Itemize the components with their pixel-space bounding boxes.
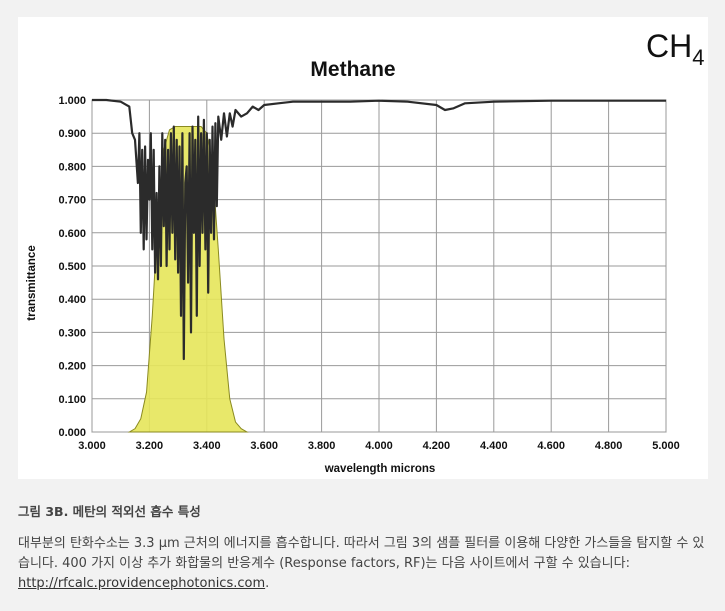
formula-subscript: 4 <box>692 45 704 70</box>
y-tick-label: 0.100 <box>58 394 86 406</box>
x-tick-label: 4.400 <box>480 440 508 452</box>
x-axis-title: wavelength microns <box>324 463 436 475</box>
x-tick-label: 3.400 <box>193 440 221 452</box>
x-tick-label: 4.000 <box>365 440 393 452</box>
x-tick-label: 4.800 <box>595 440 623 452</box>
figure-caption: 그림 3B. 메탄의 적외선 흡수 특성 <box>18 504 201 519</box>
y-tick-label: 0.600 <box>58 228 86 240</box>
y-tick-label: 0.500 <box>58 261 86 273</box>
y-tick-label: 0.800 <box>58 161 86 173</box>
methane-transmittance-line <box>92 98 666 361</box>
y-tick-label: 0.000 <box>58 427 86 439</box>
y-tick-label: 0.900 <box>58 128 86 140</box>
y-tick-label: 0.700 <box>58 195 86 207</box>
rfcalc-link[interactable]: http://rfcalc.providencephotonics.com <box>18 576 266 591</box>
y-tick-label: 1.000 <box>58 95 86 107</box>
y-tick-label: 0.200 <box>58 361 86 373</box>
chemical-formula: CH4 <box>646 28 704 70</box>
body-paragraph: 대부분의 탄화수소는 3.3 μm 근처의 에너지를 흡수합니다. 따라서 그림… <box>18 534 708 594</box>
body-end: . <box>265 576 270 591</box>
x-tick-label: 5.000 <box>652 440 680 452</box>
chart-title: Methane <box>310 58 395 81</box>
x-tick-label: 3.000 <box>78 440 106 452</box>
figure: Methane CH4 3.000 3.200 3.400 3.600 3.800 4.0… <box>18 17 708 479</box>
body-text: 대부분의 탄화수소는 3.3 μm 근처의 에너지를 흡수합니다. 따라서 그림… <box>18 536 705 571</box>
series-group <box>92 98 666 433</box>
formula-main: CH <box>646 28 692 64</box>
transmittance-chart: Methane CH4 3.000 3.200 3.400 3.600 3.800 4.0… <box>26 28 704 475</box>
x-tick-label: 3.200 <box>136 440 164 452</box>
y-tick-label: 0.400 <box>58 294 86 306</box>
x-tick-label: 4.200 <box>423 440 451 452</box>
tick-labels: 3.000 3.200 3.400 3.600 3.800 4.000 4.200 4.400… <box>58 95 679 452</box>
y-axis-title: transmittance <box>26 245 38 320</box>
x-tick-label: 4.600 <box>537 440 565 452</box>
y-tick-label: 0.300 <box>58 327 86 339</box>
x-tick-label: 3.800 <box>308 440 336 452</box>
x-tick-label: 3.600 <box>250 440 278 452</box>
